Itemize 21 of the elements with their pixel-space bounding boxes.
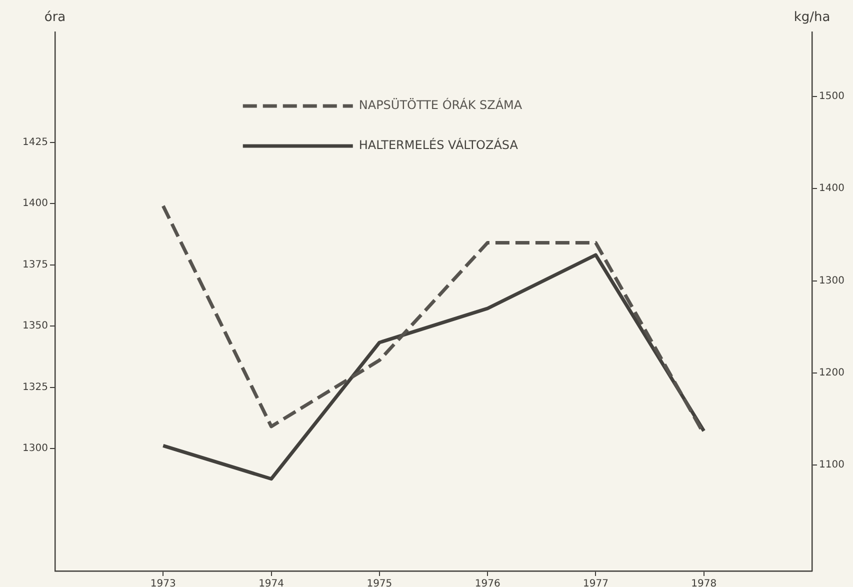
y2-tick-label: 1300 (819, 275, 844, 286)
y2-tick-label: 1400 (819, 183, 844, 194)
x-tick-label: 1977 (582, 578, 608, 587)
text: NAPSÜTÖTTE ÓRÁK SZÁMA (358, 97, 523, 112)
y-tick-label: 1300 (22, 443, 48, 454)
y-tick-label: 1375 (22, 259, 48, 270)
x-tick-label: 1976 (474, 578, 500, 587)
x-tick-label: 1975 (366, 578, 392, 587)
y2-tick-label: 1100 (819, 460, 844, 471)
y-tick-label: 1350 (22, 320, 48, 332)
text: HALTERMELÉS VÁLTOZÁSA (358, 137, 519, 152)
x-tick-label: 1973 (150, 578, 176, 587)
y-tick-label: 1325 (22, 382, 48, 393)
x-tick-label: 1974 (258, 578, 284, 587)
y-tick-label: 1425 (22, 136, 48, 148)
y2-axis-title: kg/ha (794, 10, 830, 25)
y-tick-label: 1400 (22, 198, 48, 210)
y2-tick-label: 1200 (819, 368, 844, 378)
x-tick-label: 1978 (691, 578, 717, 587)
y-axis-title: óra (44, 10, 66, 25)
y2-tick-label: 1500 (819, 91, 844, 102)
